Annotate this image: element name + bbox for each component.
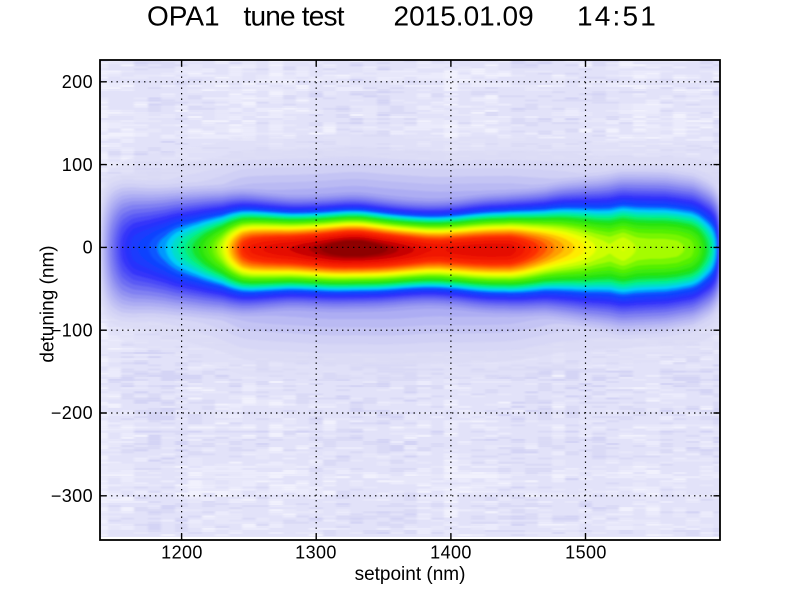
svg-text:detuning (nm): detuning (nm) bbox=[38, 245, 59, 362]
svg-text:−200: −200 bbox=[51, 403, 93, 423]
svg-text:100: 100 bbox=[62, 155, 93, 175]
svg-text:2015.01.09: 2015.01.09 bbox=[394, 1, 534, 32]
svg-text:1200: 1200 bbox=[161, 543, 203, 563]
svg-text:−300: −300 bbox=[51, 486, 93, 506]
svg-text:setpoint (nm): setpoint (nm) bbox=[355, 564, 466, 585]
svg-text:OPA1: OPA1 bbox=[147, 1, 220, 32]
svg-text:200: 200 bbox=[62, 72, 93, 92]
svg-text:1500: 1500 bbox=[565, 543, 607, 563]
svg-text:14:51: 14:51 bbox=[577, 1, 658, 32]
svg-text:1400: 1400 bbox=[430, 543, 472, 563]
svg-text:1300: 1300 bbox=[295, 543, 337, 563]
svg-text:tune test: tune test bbox=[244, 1, 345, 32]
svg-text:0: 0 bbox=[83, 238, 93, 258]
svg-text:−100: −100 bbox=[51, 320, 93, 340]
